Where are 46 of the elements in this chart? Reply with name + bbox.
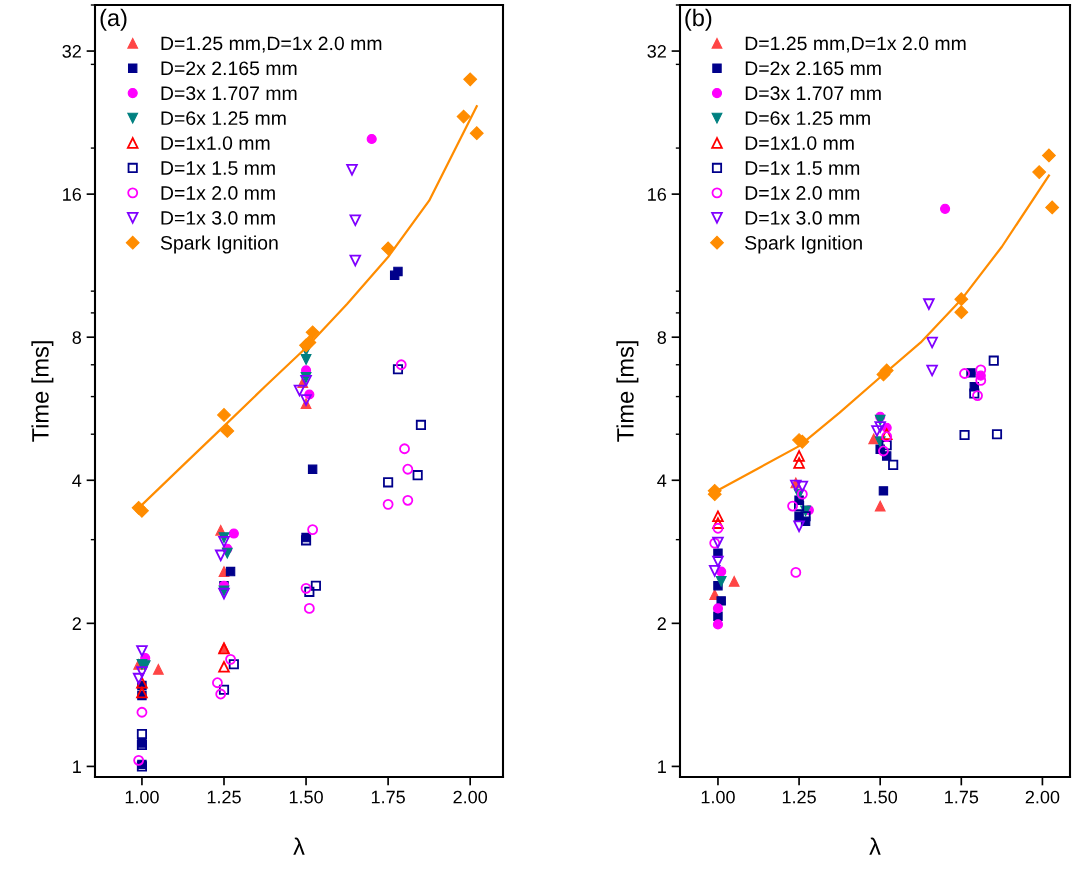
- legend-label: D=1x 1.5 mm: [745, 161, 860, 175]
- y-tick-label: 4: [657, 474, 667, 487]
- legend-label: D=1x 1.5 mm: [161, 161, 275, 175]
- x-axis-title: λ: [869, 837, 881, 855]
- x-tick-label: 1.25: [207, 790, 241, 804]
- legend-label: D=1x 3.0 mm: [745, 211, 860, 225]
- x-tick-label: 1.00: [701, 790, 735, 804]
- x-tick-label: 2.00: [1025, 790, 1060, 804]
- y-tick-label: 1: [658, 760, 666, 773]
- y-tick-label: 8: [657, 331, 667, 344]
- legend-label: D=1x1.0 mm: [161, 136, 270, 150]
- legend-label: D=1x 2.0 mm: [161, 186, 275, 200]
- legend-label: D=1.25 mm,D=1x 2.0 mm: [161, 36, 382, 53]
- y-tick-label: 4: [72, 474, 82, 487]
- y-tick-label: 1: [73, 760, 81, 773]
- y-tick-label: 32: [647, 44, 666, 58]
- y-tick-label: 2: [72, 617, 81, 630]
- y-tick-label: 16: [63, 188, 82, 201]
- x-tick-label: 1.50: [864, 790, 898, 804]
- y-tick-label: 16: [648, 188, 667, 201]
- legend-label: D=1x 2.0 mm: [745, 186, 860, 200]
- y-axis-title: Time [ms]: [616, 341, 639, 442]
- y-tick-label: 8: [72, 331, 82, 344]
- chart-title: (b): [685, 8, 712, 31]
- legend-label: Spark Ignition: [160, 235, 278, 254]
- legend-label: D=3x 1.707 mm: [745, 86, 881, 101]
- legend-label: D=2x 2.165 mm: [745, 61, 881, 76]
- legend-label: D=3x 1.707 mm: [161, 86, 297, 101]
- legend-label: D=6x 1.25 mm: [745, 111, 870, 126]
- legend-label: Spark Ignition: [745, 235, 862, 254]
- x-tick-label: 1.75: [945, 790, 979, 804]
- x-axis-title: λ: [293, 837, 305, 855]
- legend-label: D=1.25 mm,D=1x 2.0 mm: [745, 36, 966, 53]
- x-tick-label: 1.50: [289, 790, 323, 804]
- x-tick-label: 1.25: [782, 790, 816, 804]
- x-tick-label: 2.00: [453, 790, 488, 804]
- x-tick-label: 1.00: [125, 790, 159, 804]
- legend-label: D=1x 3.0 mm: [161, 211, 275, 225]
- legend-label: D=1x1.0 mm: [745, 136, 854, 150]
- x-tick-label: 1.75: [371, 790, 405, 804]
- legend-label: D=6x 1.25 mm: [161, 111, 286, 126]
- chart-title: (a): [100, 8, 127, 31]
- y-tick-label: 2: [657, 617, 666, 630]
- legend-label: D=2x 2.165 mm: [161, 61, 297, 76]
- y-tick-label: 32: [62, 44, 81, 58]
- y-axis-title: Time [ms]: [31, 341, 54, 442]
